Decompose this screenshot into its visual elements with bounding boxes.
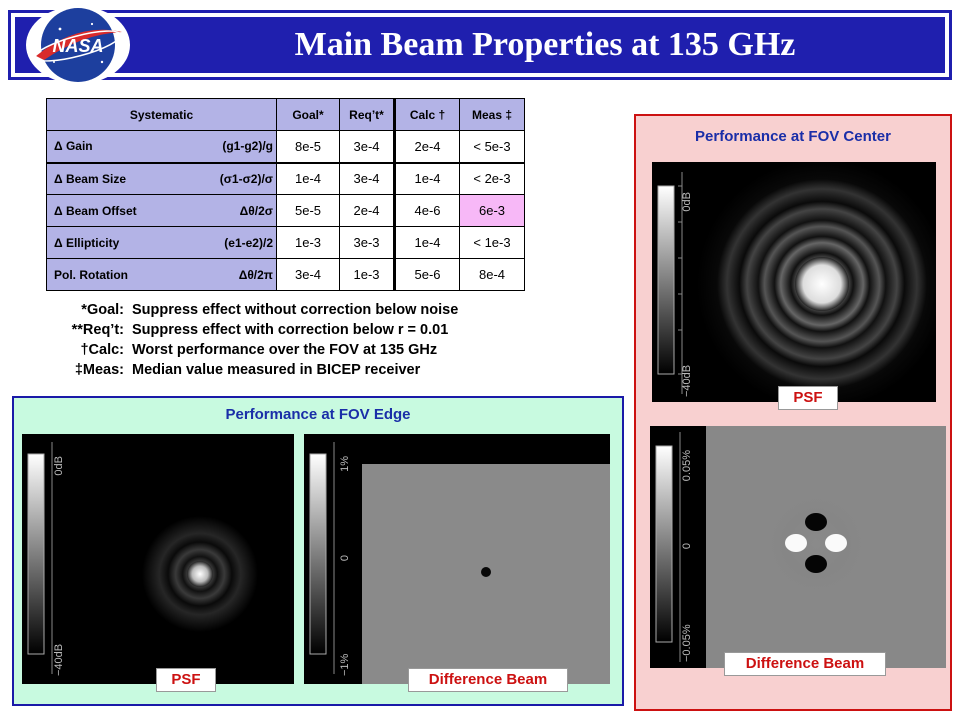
row-formula: (σ1-σ2)/σ xyxy=(219,171,273,186)
svg-text:0.05%: 0.05% xyxy=(681,450,693,481)
table-row: Δ Gain (g1-g2)/g 8e-5 3e-4 2e-4 < 5e-3 xyxy=(46,130,525,164)
svg-text:1%: 1% xyxy=(339,456,351,472)
row-name: Δ Beam Size xyxy=(54,171,126,186)
footnote-calc: †Calc: Worst performance over the FOV at … xyxy=(80,342,438,358)
fov-center-panel: Performance at FOV Center xyxy=(634,114,952,711)
svg-text:−40dB: −40dB xyxy=(681,365,693,397)
row-name: Δ Beam Offset xyxy=(54,203,137,218)
cell-calc: 1e-4 xyxy=(393,226,460,259)
row-name: Δ Ellipticity xyxy=(54,235,120,250)
cell-goal: 3e-4 xyxy=(276,258,340,291)
table-row: Δ Beam Offset Δθ/2σ 5e-5 2e-4 4e-6 6e-3 xyxy=(46,194,525,227)
edge-difference-plot: 1% 0 −1% xyxy=(304,434,610,684)
cell-meas: < 1e-3 xyxy=(459,226,525,259)
svg-text:NASA: NASA xyxy=(52,36,103,56)
table-header-row: Systematic Goal* Req’t* Calc † Meas ‡ xyxy=(46,98,525,131)
row-name: Δ Gain xyxy=(54,139,93,154)
svg-text:0: 0 xyxy=(339,555,351,561)
fov-edge-panel: Performance at FOV Edge xyxy=(12,396,624,706)
cell-goal: 1e-4 xyxy=(276,162,340,195)
cell-req: 2e-4 xyxy=(339,194,395,227)
cell-meas: < 2e-3 xyxy=(459,162,525,195)
center-psf-plot: 0dB −40dB xyxy=(652,162,936,402)
row-formula: Δθ/2π xyxy=(238,267,273,282)
footnote-goal: *Goal: Suppress effect without correction… xyxy=(81,302,459,318)
header-systematic: Systematic xyxy=(46,98,277,131)
svg-text:−1%: −1% xyxy=(339,653,351,676)
systematics-table: Systematic Goal* Req’t* Calc † Meas ‡ Δ … xyxy=(46,98,525,291)
row-formula: Δθ/2σ xyxy=(239,203,273,218)
footnote-req: **Req’t: Suppress effect with correction … xyxy=(71,322,449,338)
center-psf-label: PSF xyxy=(778,386,838,410)
cell-goal: 5e-5 xyxy=(276,194,340,227)
footnotes: *Goal: Suppress effect without correction… xyxy=(48,300,459,380)
center-difference-plot: 0.05% 0 −0.05% xyxy=(650,426,946,668)
footnote-meas: ‡Meas: Median value measured in BICEP rec… xyxy=(74,362,421,378)
svg-text:−40dB: −40dB xyxy=(53,644,65,676)
cell-meas-highlighted: 6e-3 xyxy=(459,194,525,227)
svg-text:0dB: 0dB xyxy=(681,192,693,212)
cell-req: 3e-3 xyxy=(339,226,395,259)
title-bar: Main Beam Properties at 135 GHz xyxy=(15,17,945,73)
row-name: Pol. Rotation xyxy=(54,267,128,282)
edge-difference-label: Difference Beam xyxy=(408,668,568,692)
header-meas: Meas ‡ xyxy=(459,98,525,131)
header-calc: Calc † xyxy=(393,98,460,131)
table-row: Pol. Rotation Δθ/2π 3e-4 1e-3 5e-6 8e-4 xyxy=(46,258,525,291)
fov-center-title: Performance at FOV Center xyxy=(695,128,891,145)
cell-calc: 2e-4 xyxy=(393,130,460,164)
table-row: Δ Ellipticity (e1-e2)/2 1e-3 3e-3 1e-4 < … xyxy=(46,226,525,259)
table-row: Δ Beam Size (σ1-σ2)/σ 1e-4 3e-4 1e-4 < 2e… xyxy=(46,162,525,195)
cell-req: 3e-4 xyxy=(339,162,395,195)
cell-meas: 8e-4 xyxy=(459,258,525,291)
page-title: Main Beam Properties at 135 GHz xyxy=(294,26,796,63)
svg-text:0dB: 0dB xyxy=(53,456,65,476)
cell-meas: < 5e-3 xyxy=(459,130,525,164)
cell-req: 1e-3 xyxy=(339,258,395,291)
title-frame: Main Beam Properties at 135 GHz xyxy=(8,10,952,80)
fov-edge-title: Performance at FOV Edge xyxy=(225,406,411,423)
header-req: Req’t* xyxy=(339,98,395,131)
edge-psf-plot: 0dB −40dB xyxy=(22,434,294,684)
cell-goal: 1e-3 xyxy=(276,226,340,259)
svg-text:−0.05%: −0.05% xyxy=(681,624,693,662)
cell-calc: 5e-6 xyxy=(393,258,460,291)
cell-calc: 1e-4 xyxy=(393,162,460,195)
edge-psf-label: PSF xyxy=(156,668,216,692)
cell-goal: 8e-5 xyxy=(276,130,340,164)
row-formula: (g1-g2)/g xyxy=(222,139,273,154)
svg-text:0: 0 xyxy=(681,543,693,549)
nasa-logo-icon: NASA xyxy=(26,6,130,84)
header-goal: Goal* xyxy=(276,98,340,131)
center-difference-label: Difference Beam xyxy=(724,652,886,676)
cell-req: 3e-4 xyxy=(339,130,395,164)
cell-calc: 4e-6 xyxy=(393,194,460,227)
row-formula: (e1-e2)/2 xyxy=(224,235,273,250)
